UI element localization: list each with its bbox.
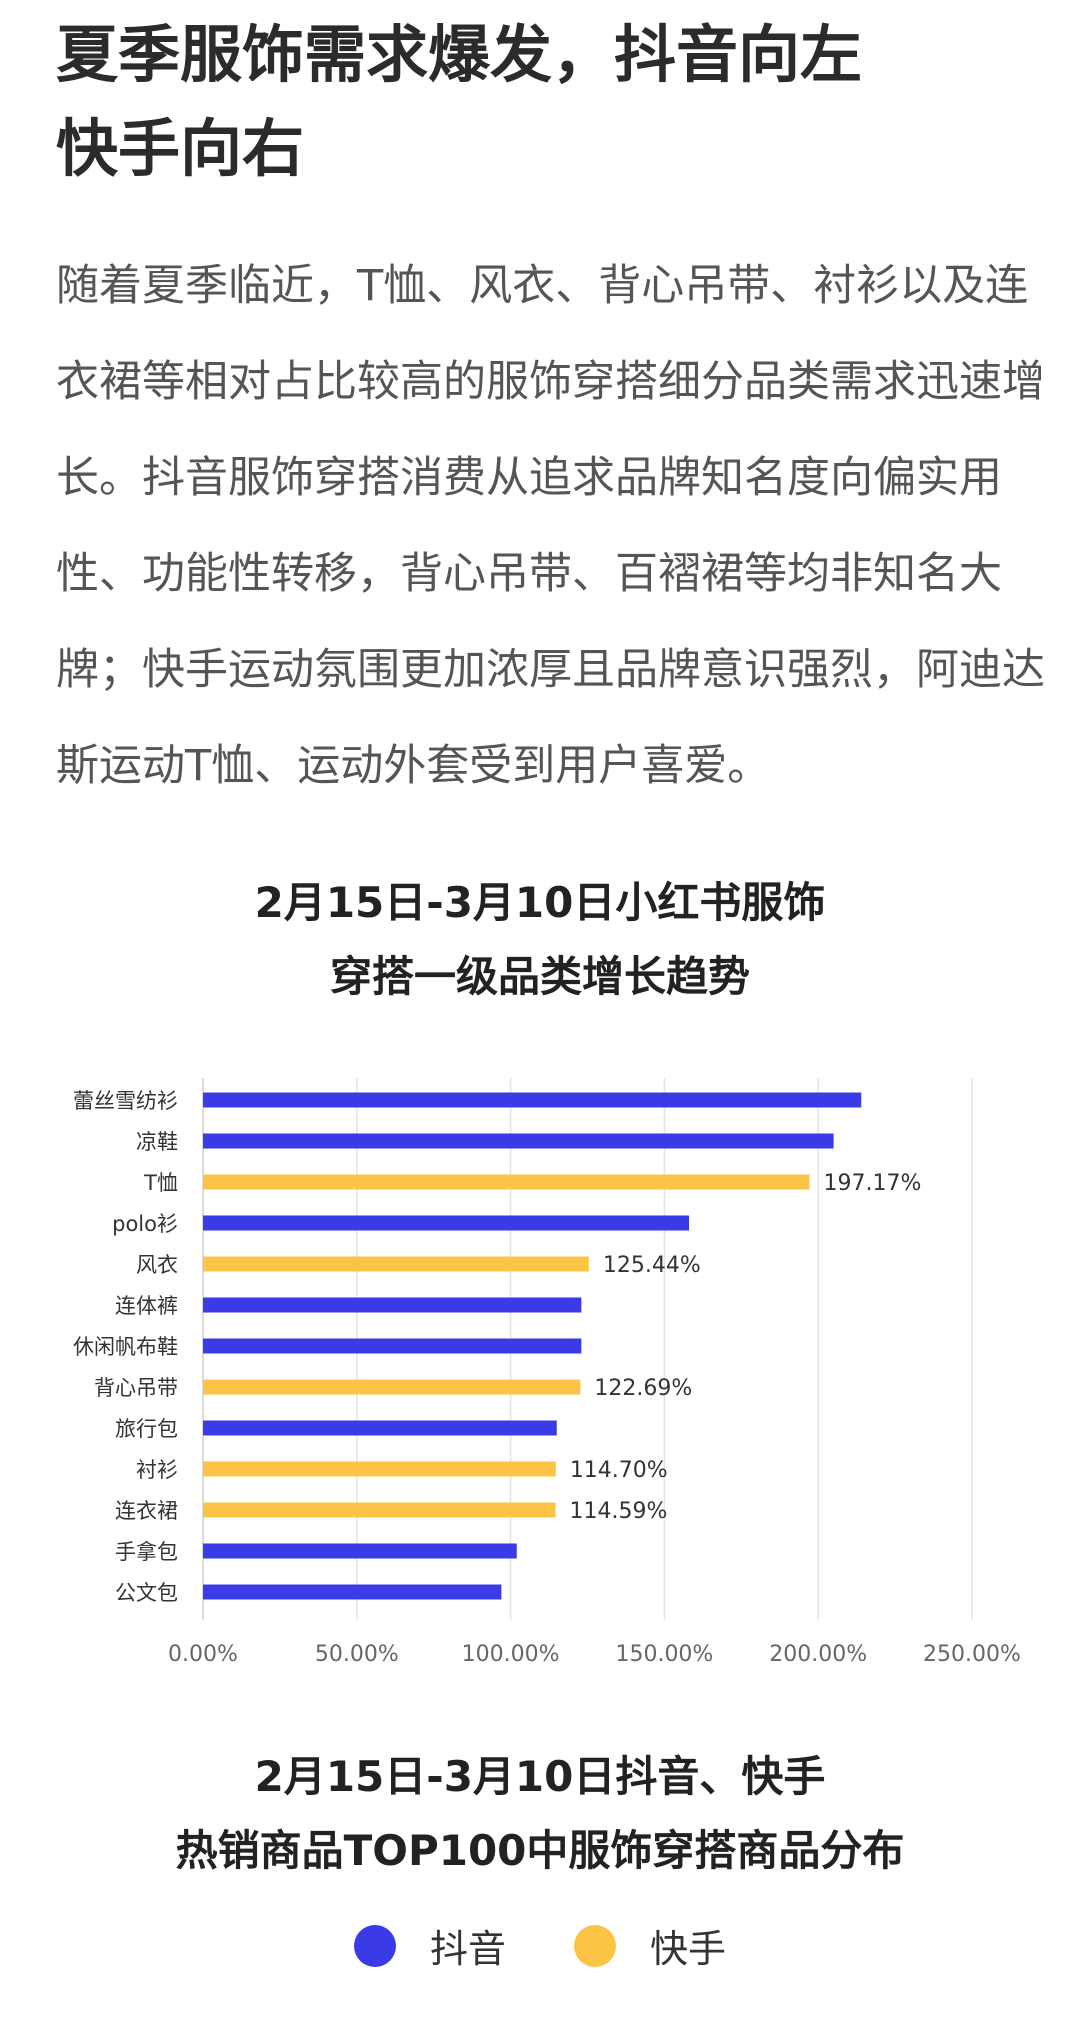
legend-swatch-kuaishou — [574, 1924, 616, 1967]
legend-label-douyin: 抖音 — [429, 1927, 506, 1971]
category-label: 衬衫 — [136, 1458, 178, 1482]
x-tick-label: 200.00% — [769, 1642, 867, 1667]
second-chart-title-line-2: 热销商品TOP100中服饰穿搭商品分布 — [175, 1826, 905, 1875]
data-label: 125.44% — [603, 1253, 701, 1278]
chart-title-line-2: 穿搭一级品类增长趋势 — [329, 952, 750, 1001]
article-body: 随着夏季临近，T恤、风衣、背心吊带、衬衫以及连衣裙等相对占比较高的服饰穿搭细分品… — [56, 261, 1045, 791]
legend-item-douyin: 抖音 — [353, 1918, 506, 1973]
bar — [203, 1133, 834, 1149]
chart-title-line-1: 2月15日-3月10日小红书服饰 — [254, 878, 826, 927]
category-label: 风衣 — [136, 1253, 178, 1277]
chart-legend: 抖音 快手 — [0, 1918, 1080, 1973]
bar — [203, 1420, 557, 1436]
bar — [203, 1379, 581, 1395]
category-label: 背心吊带 — [94, 1376, 178, 1400]
bar — [203, 1584, 502, 1600]
bar — [203, 1174, 810, 1190]
x-tick-label: 250.00% — [923, 1642, 1021, 1667]
headline-line-2: 快手向右 — [56, 112, 305, 185]
category-label: T恤 — [143, 1171, 178, 1195]
legend-label-kuaishou: 快手 — [650, 1927, 727, 1971]
x-tick-label: 100.00% — [462, 1642, 560, 1667]
headline-line-1: 夏季服饰需求爆发，抖音向左 — [56, 18, 863, 91]
category-label: 凉鞋 — [136, 1130, 178, 1154]
x-tick-label: 150.00% — [615, 1642, 713, 1667]
bar — [203, 1297, 582, 1313]
bar — [203, 1338, 582, 1354]
category-label: 连体裤 — [115, 1294, 178, 1318]
article-headline: 夏季服饰需求爆发，抖音向左 快手向右 — [56, 8, 1036, 196]
bar — [203, 1461, 556, 1477]
category-label: 手拿包 — [115, 1540, 178, 1564]
bar — [203, 1543, 517, 1559]
x-tick-label: 50.00% — [315, 1642, 399, 1667]
data-label: 114.70% — [570, 1458, 668, 1483]
chart-title: 2月15日-3月10日小红书服饰 穿搭一级品类增长趋势 — [0, 866, 1080, 1014]
data-label: 114.59% — [569, 1499, 667, 1524]
second-chart-title: 2月15日-3月10日抖音、快手 热销商品TOP100中服饰穿搭商品分布 — [0, 1740, 1080, 1888]
category-label: 公文包 — [115, 1581, 178, 1605]
x-tick-label: 0.00% — [168, 1642, 238, 1667]
bar — [203, 1256, 589, 1272]
category-label: 蕾丝雪纺衫 — [73, 1089, 178, 1113]
legend-swatch-douyin — [353, 1924, 396, 1967]
bar — [203, 1502, 556, 1518]
category-label: 连衣裙 — [115, 1499, 178, 1523]
legend-item-kuaishou: 快手 — [574, 1918, 726, 1973]
category-label: polo衫 — [112, 1212, 178, 1236]
data-label: 122.69% — [594, 1376, 692, 1401]
category-label: 旅行包 — [115, 1417, 178, 1441]
category-label: 休闲帆布鞋 — [73, 1335, 178, 1359]
bar — [203, 1092, 862, 1108]
data-label: 197.17% — [823, 1171, 921, 1196]
second-chart-title-line-1: 2月15日-3月10日抖音、快手 — [254, 1752, 826, 1801]
growth-bar-chart: 0.00% 50.00% 100.00% 150.00% 200.00% 250.00% 蕾… — [73, 1078, 1021, 1667]
bar — [203, 1215, 690, 1231]
